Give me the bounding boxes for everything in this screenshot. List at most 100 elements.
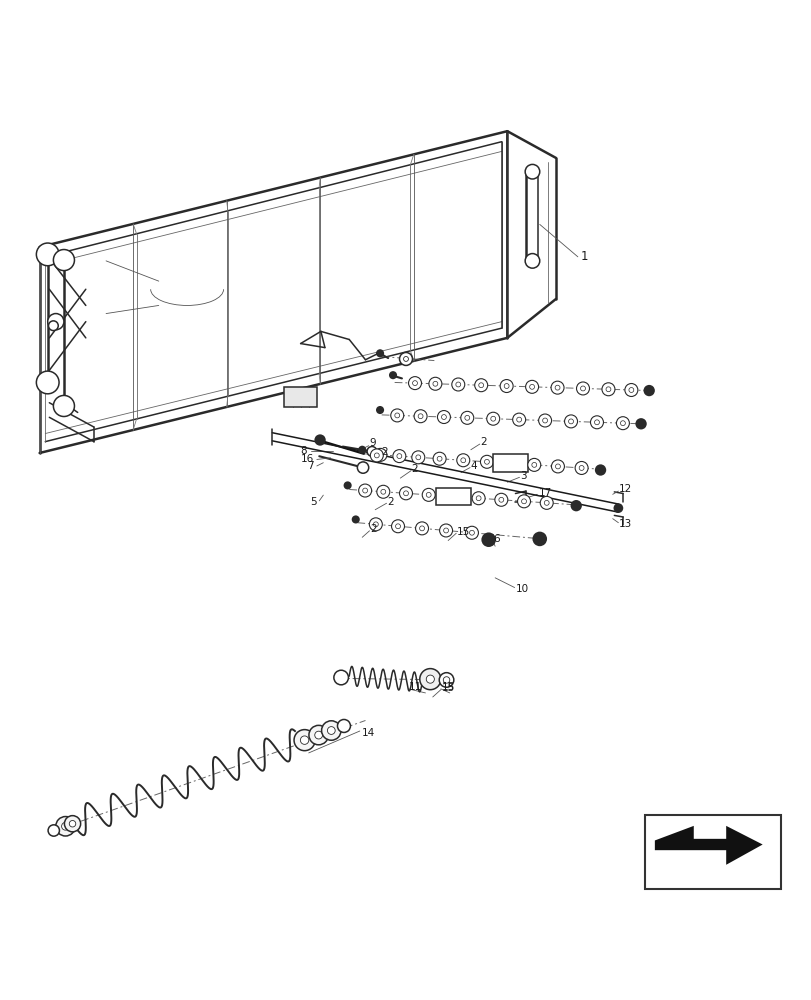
- Circle shape: [527, 458, 540, 471]
- Circle shape: [357, 462, 368, 473]
- Circle shape: [411, 451, 424, 464]
- Circle shape: [478, 383, 483, 388]
- Text: 7: 7: [307, 461, 313, 471]
- Circle shape: [439, 524, 452, 537]
- Circle shape: [363, 488, 367, 493]
- Text: 1: 1: [580, 250, 587, 263]
- Circle shape: [525, 164, 539, 179]
- Circle shape: [418, 414, 423, 419]
- Circle shape: [375, 406, 384, 414]
- Circle shape: [532, 532, 547, 546]
- Text: 5: 5: [310, 497, 316, 507]
- Circle shape: [300, 736, 308, 744]
- Circle shape: [457, 454, 470, 467]
- Circle shape: [414, 410, 427, 423]
- Circle shape: [531, 462, 536, 467]
- Circle shape: [419, 669, 440, 690]
- Circle shape: [451, 378, 464, 391]
- Text: 12: 12: [619, 484, 632, 494]
- Circle shape: [48, 314, 64, 330]
- Text: 16: 16: [300, 454, 314, 464]
- Bar: [644, 815, 780, 889]
- Circle shape: [343, 481, 351, 489]
- Text: 2: 2: [387, 497, 393, 507]
- Circle shape: [543, 500, 548, 505]
- Circle shape: [551, 460, 564, 473]
- Circle shape: [564, 415, 577, 428]
- Circle shape: [294, 730, 315, 751]
- Bar: [492, 454, 528, 472]
- Circle shape: [374, 453, 379, 458]
- Circle shape: [314, 434, 325, 446]
- Circle shape: [521, 499, 526, 504]
- Circle shape: [369, 518, 382, 531]
- Text: 15: 15: [441, 682, 454, 692]
- Circle shape: [570, 500, 581, 511]
- Circle shape: [415, 522, 428, 535]
- Circle shape: [516, 417, 521, 422]
- Circle shape: [367, 446, 376, 456]
- Circle shape: [594, 420, 599, 425]
- Circle shape: [605, 387, 610, 392]
- Circle shape: [464, 415, 469, 420]
- Text: 9: 9: [369, 438, 375, 448]
- Circle shape: [498, 497, 503, 502]
- Circle shape: [403, 491, 408, 496]
- Circle shape: [337, 719, 350, 732]
- Circle shape: [351, 515, 359, 524]
- Circle shape: [601, 383, 614, 396]
- Circle shape: [469, 530, 474, 535]
- Circle shape: [555, 385, 560, 390]
- Circle shape: [391, 520, 404, 533]
- Circle shape: [393, 450, 406, 463]
- Circle shape: [574, 461, 587, 474]
- Circle shape: [56, 817, 75, 836]
- Circle shape: [616, 417, 629, 430]
- Circle shape: [512, 413, 525, 426]
- Circle shape: [436, 456, 441, 461]
- Text: 6: 6: [493, 534, 500, 544]
- Circle shape: [327, 727, 335, 734]
- Circle shape: [374, 448, 386, 461]
- Circle shape: [36, 371, 59, 394]
- Circle shape: [308, 725, 328, 745]
- Circle shape: [551, 381, 564, 394]
- Circle shape: [443, 528, 448, 533]
- Circle shape: [486, 412, 499, 425]
- Circle shape: [539, 496, 552, 509]
- Circle shape: [399, 352, 412, 365]
- Circle shape: [635, 418, 646, 429]
- Bar: [436, 488, 471, 505]
- Circle shape: [620, 421, 624, 426]
- Text: 15: 15: [457, 527, 470, 537]
- Polygon shape: [654, 826, 762, 865]
- Circle shape: [580, 386, 585, 391]
- Circle shape: [36, 243, 59, 266]
- Circle shape: [422, 488, 435, 501]
- Text: 3: 3: [520, 471, 526, 481]
- Circle shape: [408, 377, 421, 390]
- Circle shape: [399, 487, 412, 500]
- Text: 2: 2: [411, 464, 418, 474]
- Circle shape: [370, 449, 383, 462]
- Circle shape: [624, 384, 637, 396]
- Circle shape: [517, 495, 530, 508]
- Circle shape: [375, 349, 384, 357]
- Circle shape: [455, 382, 460, 387]
- Circle shape: [613, 503, 623, 513]
- Circle shape: [426, 492, 431, 497]
- Circle shape: [333, 670, 348, 685]
- Text: 8: 8: [300, 446, 307, 456]
- Circle shape: [390, 409, 403, 422]
- Circle shape: [525, 254, 539, 268]
- Circle shape: [377, 452, 382, 457]
- Text: 4: 4: [470, 461, 477, 471]
- Circle shape: [388, 371, 397, 379]
- Circle shape: [500, 380, 513, 393]
- Circle shape: [439, 673, 453, 687]
- Circle shape: [48, 825, 59, 836]
- Circle shape: [475, 496, 480, 501]
- Circle shape: [555, 464, 560, 469]
- Circle shape: [460, 411, 473, 424]
- Circle shape: [412, 381, 417, 386]
